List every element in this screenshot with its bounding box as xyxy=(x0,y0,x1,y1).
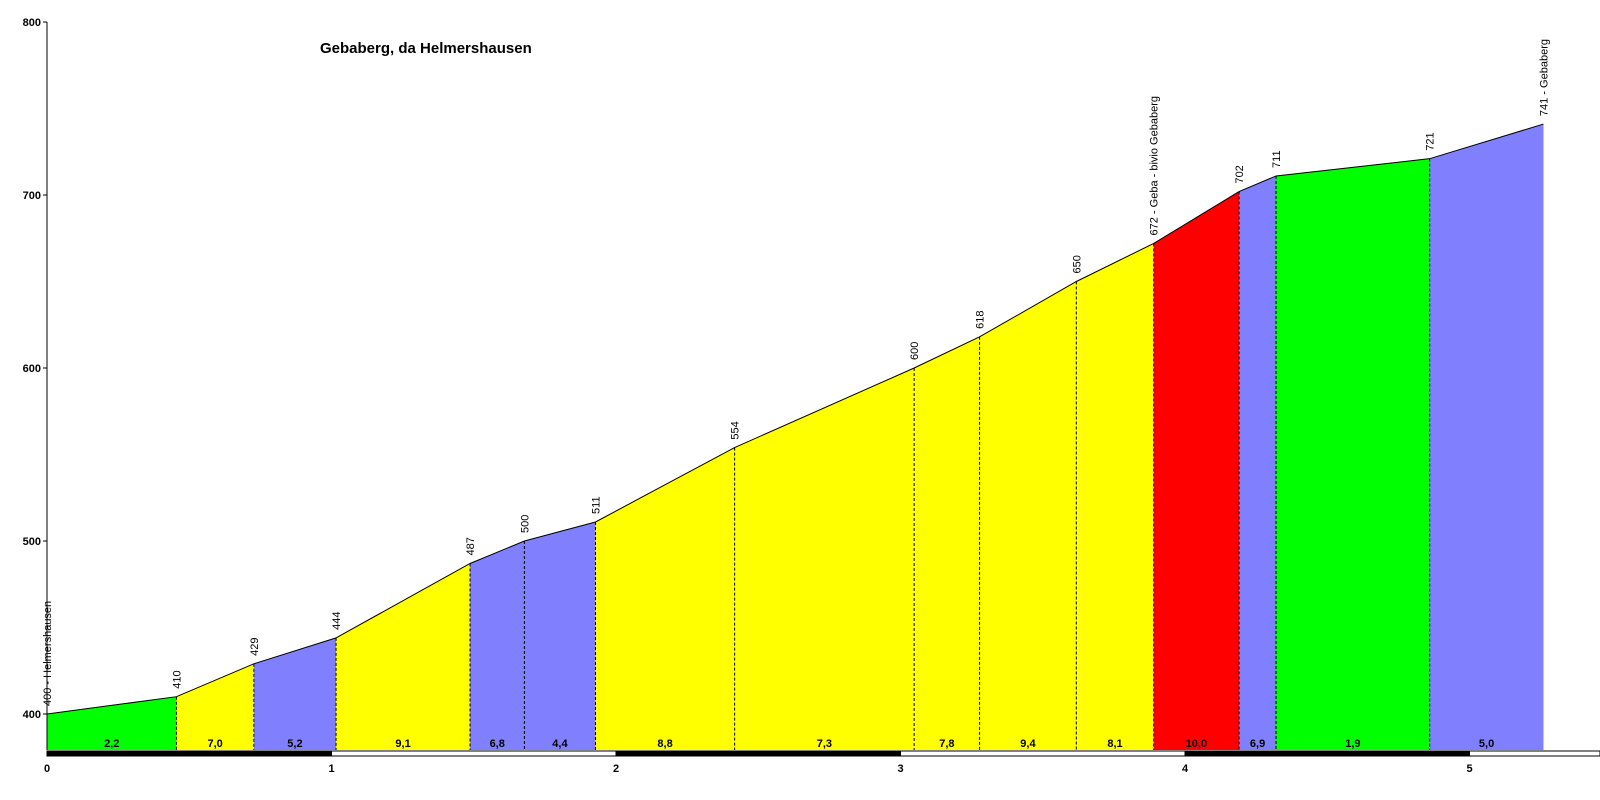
segment-fill xyxy=(595,447,735,750)
elevation-labels: 400 - Helmershausen 410 429 444 487 500 511 554… xyxy=(42,39,1550,706)
segment-fill xyxy=(1076,243,1154,750)
x-axis-km-bar xyxy=(615,750,901,757)
elevation-label: 702 xyxy=(1234,165,1246,183)
segment-fill xyxy=(1276,158,1430,751)
elevation-label: 500 xyxy=(519,515,531,533)
x-tick-label: 0 xyxy=(44,763,50,775)
x-tick-label: 4 xyxy=(1182,763,1189,775)
elevation-label: 511 xyxy=(591,496,603,514)
x-tick-label: 5 xyxy=(1466,763,1472,775)
elevation-label: 618 xyxy=(975,311,987,329)
elevation-label: 429 xyxy=(249,637,261,655)
elevation-label: 600 xyxy=(909,342,921,360)
gradient-label: 7,3 xyxy=(817,738,832,750)
elevation-label: 741 - Gebaberg xyxy=(1538,39,1550,116)
gradient-label: 9,4 xyxy=(1020,738,1036,750)
x-tick-label: 3 xyxy=(897,763,903,775)
segment-fill xyxy=(176,663,254,750)
gradient-label: 8,8 xyxy=(657,738,672,750)
x-axis-km-bar xyxy=(331,750,617,757)
segment-fill xyxy=(979,281,1077,750)
gradient-label: 9,1 xyxy=(395,738,410,750)
segment-fill xyxy=(1239,175,1277,751)
segment-fill xyxy=(470,541,525,750)
y-tick-label: 400 xyxy=(23,709,41,721)
elevation-label: 400 - Helmershausen xyxy=(42,601,54,706)
elevation-label: 444 xyxy=(331,612,343,630)
gradient-label: 4,4 xyxy=(552,738,568,750)
profile-line xyxy=(46,123,1544,715)
y-tick-label: 800 xyxy=(23,17,41,29)
y-tick-label: 500 xyxy=(23,536,41,548)
segment-fill xyxy=(1429,124,1544,750)
x-axis-km-bar xyxy=(1469,750,1600,757)
gradient-label: 5,2 xyxy=(287,738,302,750)
elevation-label: 711 xyxy=(1271,150,1283,168)
gradient-label: 10,0 xyxy=(1186,738,1207,750)
segment-fill xyxy=(336,563,471,750)
gradient-label: 6,9 xyxy=(1250,738,1265,750)
segment-fill xyxy=(524,521,596,750)
elevation-label: 672 - Geba - bivio Gebaberg xyxy=(1149,96,1161,235)
elevation-label: 650 xyxy=(1071,255,1083,273)
y-tick-label: 700 xyxy=(23,190,41,202)
gradient-label: 8,1 xyxy=(1107,738,1122,750)
x-axis-km-bar xyxy=(900,750,1186,757)
gradient-label: 2,2 xyxy=(104,738,119,750)
axes: 400 500 600 700 800 0 1 2 3 4 5 xyxy=(23,17,1600,775)
segment-dividers xyxy=(175,158,1431,750)
gradient-label: 5,0 xyxy=(1479,738,1494,750)
segment-fill xyxy=(253,637,337,750)
gradient-labels: 2,2 7,0 5,2 9,1 6,8 4,4 8,8 7,3 7,8 9,4 8,1 10,0 6,9… xyxy=(104,738,1494,750)
y-tick-label: 600 xyxy=(23,363,41,375)
gradient-label: 7,8 xyxy=(939,738,954,750)
gradient-label: 1,9 xyxy=(1345,738,1360,750)
elevation-label: 487 xyxy=(465,537,477,555)
segment-fill xyxy=(1153,191,1240,751)
segment-fill xyxy=(914,336,980,750)
gradient-segments xyxy=(47,124,1544,751)
elevation-label: 554 xyxy=(730,421,742,439)
x-tick-label: 1 xyxy=(328,763,334,775)
gradient-label: 6,8 xyxy=(490,738,505,750)
gradient-label: 7,0 xyxy=(207,738,222,750)
elevation-label: 410 xyxy=(171,670,183,688)
x-axis-km-bar xyxy=(1184,750,1470,757)
x-tick-label: 2 xyxy=(613,763,619,775)
segment-fill xyxy=(734,368,915,750)
chart-title: Gebaberg, da Helmershausen xyxy=(320,40,532,57)
elevation-label: 721 xyxy=(1425,132,1437,150)
x-axis-km-bar xyxy=(46,750,332,757)
